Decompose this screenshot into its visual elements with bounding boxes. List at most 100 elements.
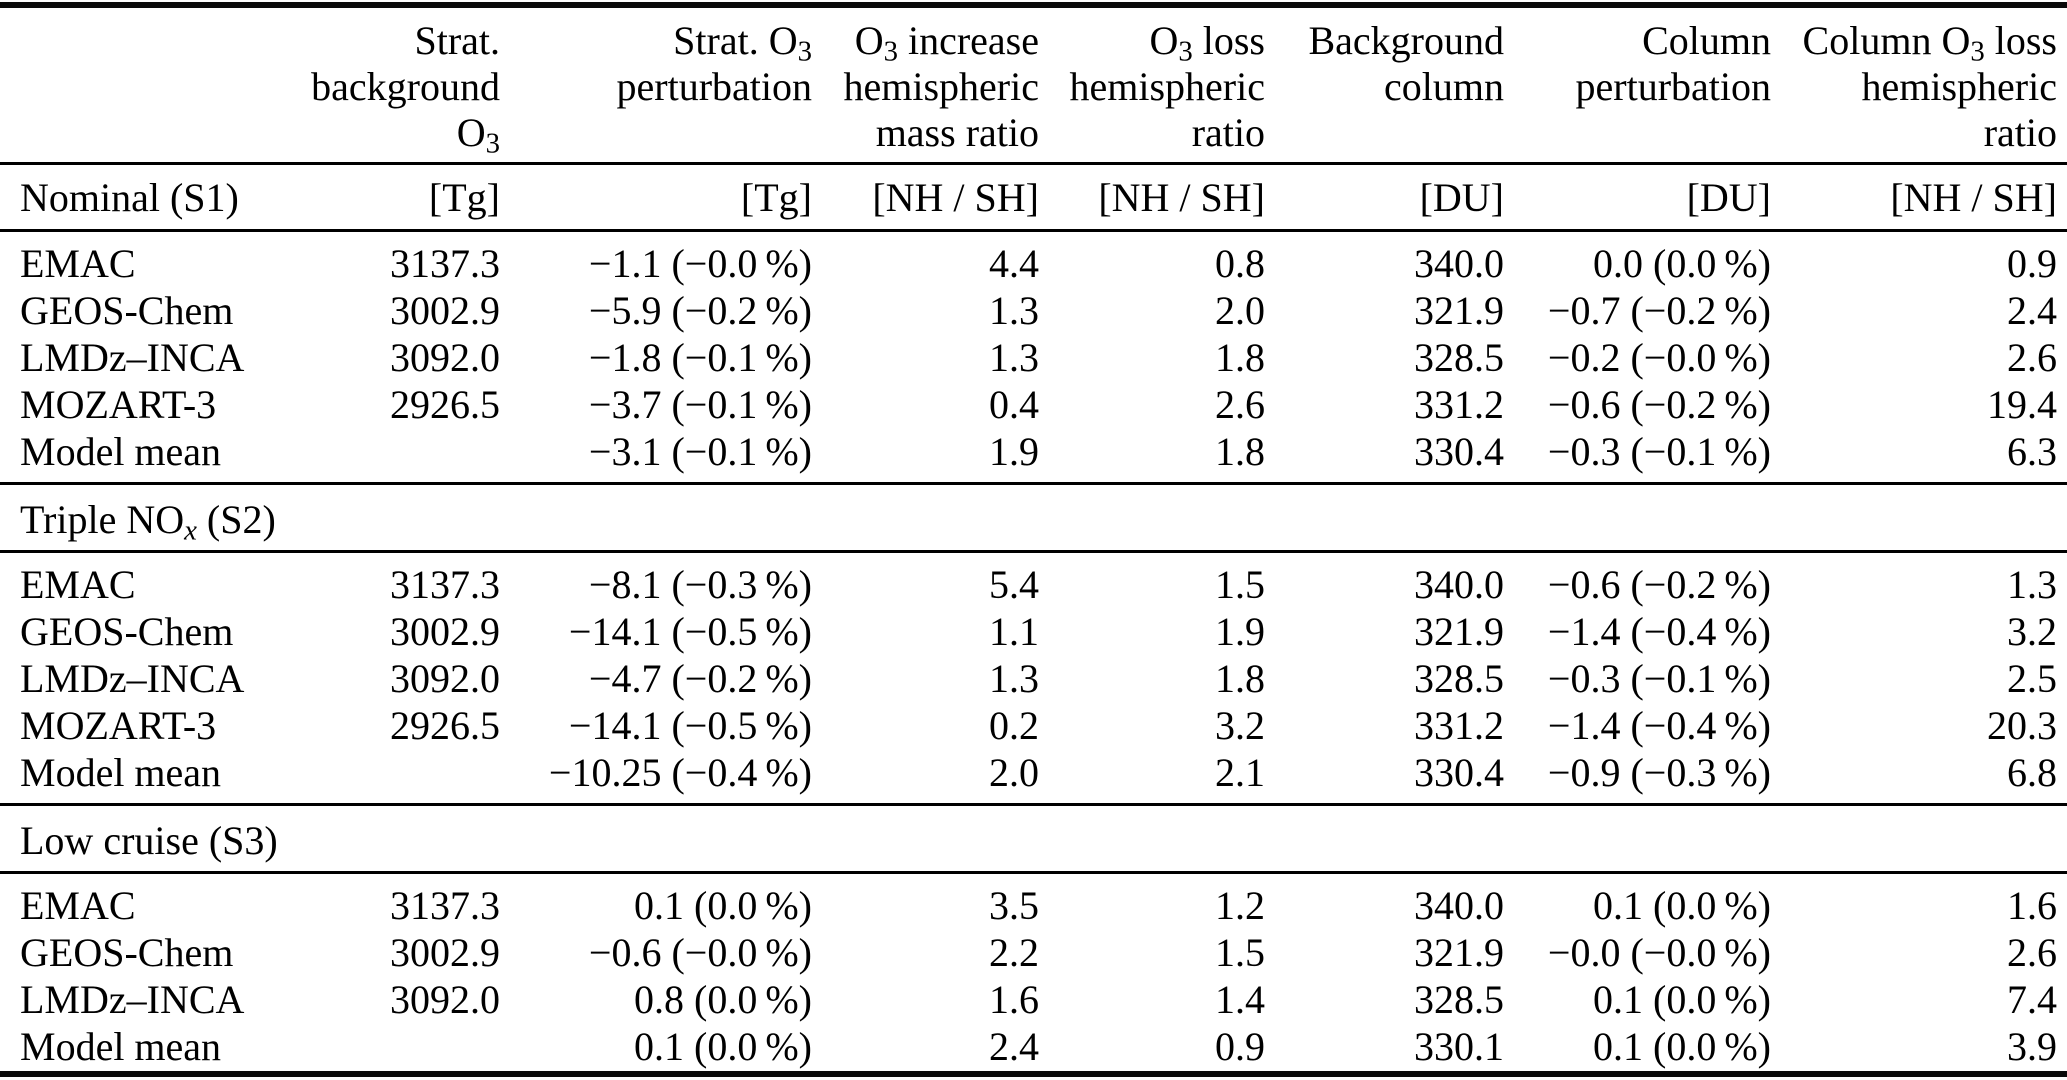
- value-cell: 328.5: [1414, 977, 1504, 1022]
- value-cell: −1.1 (−0.0 %): [588, 241, 812, 286]
- value-cell: 330.4: [1265, 749, 1504, 806]
- section-s2-body: EMAC 3137.3 −8.1 (−0.3 %) 5.4 1.5 340.0 …: [0, 552, 2067, 806]
- value-cell: 3.5: [989, 883, 1039, 928]
- value-cell: 6.3: [1771, 428, 2067, 485]
- value-cell: 4.4: [989, 241, 1039, 286]
- header-model: [0, 5, 280, 165]
- units-row: Nominal (S1) [Tg] [Tg] [NH / SH] [NH / S…: [0, 163, 2067, 232]
- value-cell: 2.1: [1039, 749, 1265, 806]
- model-cell: LMDz–INCA: [20, 656, 245, 701]
- value-cell: 0.1 (0.0 %): [1593, 977, 1771, 1022]
- value-cell: [280, 749, 500, 806]
- model-cell: GEOS-Chem: [20, 930, 234, 975]
- table-row: GEOS-Chem 3002.9 −5.9 (−0.2 %) 1.3 2.0 3…: [0, 287, 2067, 334]
- unit-cell: [NH / SH]: [812, 163, 1039, 232]
- model-cell: EMAC: [20, 562, 136, 607]
- value-cell: 2926.5: [390, 703, 500, 748]
- value-cell: 3.9: [2007, 1024, 2057, 1069]
- table-row: EMAC 3137.3 −1.1 (−0.0 %) 4.4 0.8 340.0 …: [0, 231, 2067, 288]
- value-cell: −3.7 (−0.1 %): [588, 382, 812, 427]
- value-cell: [280, 1023, 500, 1074]
- header-column-perturbation: Column perturbation: [1504, 5, 1771, 165]
- table-row: Model mean −3.1 (−0.1 %) 1.9 1.8 330.4 −…: [0, 428, 2067, 485]
- value-cell: 1.9: [812, 428, 1039, 485]
- model-cell: Model mean: [20, 1024, 222, 1069]
- value-cell: [280, 428, 500, 485]
- model-cell: LMDz–INCA: [20, 977, 245, 1022]
- table-row: GEOS-Chem 3002.9 −0.6 (−0.0 %) 2.2 1.5 3…: [0, 929, 2067, 976]
- table-row: LMDz–INCA 3092.0 0.8 (0.0 %) 1.6 1.4 328…: [0, 976, 2067, 1023]
- header-column-o3-loss-hemispheric-ratio: Column O3 loss hemispheric ratio: [1771, 5, 2067, 165]
- value-cell: 328.5: [1414, 656, 1504, 701]
- value-cell: 1.6: [2007, 883, 2057, 928]
- value-cell: 2.5: [2007, 656, 2057, 701]
- model-cell: MOZART-3: [20, 703, 217, 748]
- value-cell: 1.8: [1215, 335, 1265, 380]
- value-cell: 2.6: [1215, 382, 1265, 427]
- value-cell: −0.3 (−0.1 %): [1504, 428, 1771, 485]
- value-cell: 3137.3: [390, 562, 500, 607]
- value-cell: 2.4: [2007, 288, 2057, 333]
- value-cell: 1.3: [989, 656, 1039, 701]
- section-label-s1: Nominal (S1): [0, 163, 280, 232]
- table-row: LMDz–INCA 3092.0 −4.7 (−0.2 %) 1.3 1.8 3…: [0, 655, 2067, 702]
- value-cell: −1.4 (−0.4 %): [1547, 703, 1771, 748]
- value-cell: 0.9: [2007, 241, 2057, 286]
- value-cell: 330.4: [1265, 428, 1504, 485]
- value-cell: 328.5: [1414, 335, 1504, 380]
- value-cell: −14.1 (−0.5 %): [568, 609, 812, 654]
- value-cell: 2.6: [2007, 930, 2057, 975]
- header-row: Strat. background O3 Strat. O3 perturbation…: [0, 5, 2067, 165]
- value-cell: 2.2: [989, 930, 1039, 975]
- model-cell: MOZART-3: [20, 382, 217, 427]
- value-cell: 331.2: [1414, 382, 1504, 427]
- model-cell: Model mean: [0, 749, 280, 806]
- unit-cell: [DU]: [1504, 163, 1771, 232]
- model-cell: Model mean: [0, 428, 280, 485]
- value-cell: 3.2: [2007, 609, 2057, 654]
- value-cell: −10.25 (−0.4 %): [500, 749, 812, 806]
- section-s1-body: EMAC 3137.3 −1.1 (−0.0 %) 4.4 0.8 340.0 …: [0, 231, 2067, 485]
- value-cell: 1.3: [989, 288, 1039, 333]
- value-cell: −0.6 (−0.2 %): [1547, 382, 1771, 427]
- value-cell: 3092.0: [390, 656, 500, 701]
- value-cell: 331.2: [1414, 703, 1504, 748]
- value-cell: −8.1 (−0.3 %): [588, 562, 812, 607]
- value-cell: 3002.9: [390, 609, 500, 654]
- model-cell: GEOS-Chem: [20, 609, 234, 654]
- table-row: EMAC 3137.3 0.1 (0.0 %) 3.5 1.2 340.0 0.…: [0, 873, 2067, 930]
- value-cell: 20.3: [1987, 703, 2057, 748]
- value-cell: −5.9 (−0.2 %): [588, 288, 812, 333]
- value-cell: 0.1 (0.0 %): [1593, 883, 1771, 928]
- header-strat-background-o3: Strat. background O3: [280, 5, 500, 165]
- table-row: LMDz–INCA 3092.0 −1.8 (−0.1 %) 1.3 1.8 3…: [0, 334, 2067, 381]
- value-cell: 1.8: [1039, 428, 1265, 485]
- value-cell: −1.4 (−0.4 %): [1547, 609, 1771, 654]
- value-cell: 0.0 (0.0 %): [1593, 241, 1771, 286]
- value-cell: 1.2: [1215, 883, 1265, 928]
- value-cell: 321.9: [1414, 930, 1504, 975]
- value-cell: 0.2: [989, 703, 1039, 748]
- value-cell: −3.1 (−0.1 %): [500, 428, 812, 485]
- unit-cell: [Tg]: [280, 163, 500, 232]
- value-cell: −1.8 (−0.1 %): [588, 335, 812, 380]
- section-label-s3: Low cruise (S3): [0, 804, 2067, 874]
- value-cell: 2.6: [2007, 335, 2057, 380]
- value-cell: 1.3: [2007, 562, 2057, 607]
- value-cell: 3002.9: [390, 930, 500, 975]
- section-s3-body: EMAC 3137.3 0.1 (0.0 %) 3.5 1.2 340.0 0.…: [0, 873, 2067, 1075]
- value-cell: 3137.3: [390, 883, 500, 928]
- value-cell: 19.4: [1987, 382, 2057, 427]
- table-row: Model mean −10.25 (−0.4 %) 2.0 2.1 330.4…: [0, 749, 2067, 806]
- model-cell: EMAC: [20, 883, 136, 928]
- value-cell: 1.6: [989, 977, 1039, 1022]
- value-cell: −4.7 (−0.2 %): [588, 656, 812, 701]
- value-cell: 0.8: [1215, 241, 1265, 286]
- section-s2-label-row: Triple NOx (S2): [0, 483, 2067, 553]
- section-s3-label-row: Low cruise (S3): [0, 804, 2067, 874]
- value-cell: 5.4: [989, 562, 1039, 607]
- value-cell: 2.0: [812, 749, 1039, 806]
- unit-cell: [DU]: [1265, 163, 1504, 232]
